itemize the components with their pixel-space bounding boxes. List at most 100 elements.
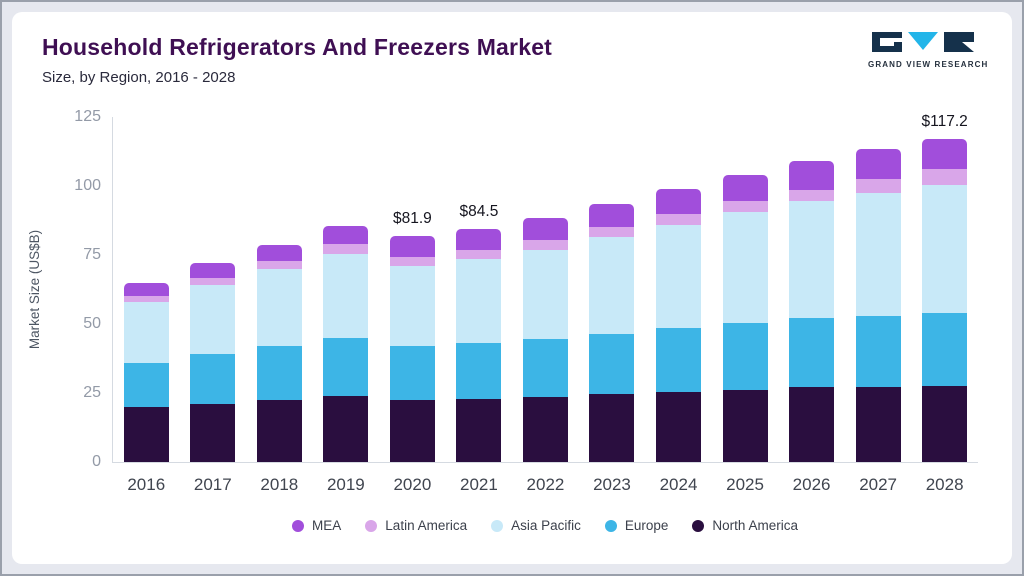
x-axis-label-2028: 2028 [925, 475, 964, 494]
bar-stack [589, 117, 635, 462]
x-axis-label-2023: 2023 [593, 475, 631, 494]
chart-legend: MEA Latin America Asia Pacific Europe North … [112, 518, 978, 533]
segment-asia-pacific [789, 201, 835, 319]
segment-europe [123, 362, 169, 407]
segment-europe [855, 315, 901, 388]
data-label-2020: $81.9 [392, 209, 432, 227]
segment-asia-pacific [456, 259, 502, 344]
legend-dot [365, 519, 378, 532]
segment-north-america [456, 398, 502, 462]
bar-2016: 2016 [123, 117, 169, 494]
segment-latin-america [456, 249, 502, 260]
bar-series-container: 2016 2017 2018 2019 $81.9 2020 $84.5 2021 2022 20… [113, 113, 978, 494]
segment-mea [855, 148, 901, 180]
segment-asia-pacific [190, 285, 236, 355]
segment-asia-pacific [323, 253, 369, 338]
segment-north-america [256, 399, 302, 462]
segment-north-america [522, 397, 568, 462]
segment-mea [190, 263, 236, 279]
segment-latin-america [123, 296, 169, 302]
bar-stack [190, 117, 236, 462]
segment-mea [789, 161, 835, 191]
segment-europe [389, 346, 435, 400]
legend-label: MEA [312, 518, 342, 533]
bar-2028: $117.2 2028 [922, 113, 968, 494]
plot-area: 0 25 50 75 100 125 2016 2017 2018 2019 $81.9 2020 $… [74, 109, 978, 494]
legend-dot [491, 519, 504, 532]
segment-asia-pacific [922, 184, 968, 313]
segment-north-america [123, 406, 169, 462]
x-axis-label-2020: 2020 [393, 475, 432, 494]
x-axis-label-2025: 2025 [726, 475, 764, 494]
bar-2024: 2024 [656, 117, 702, 494]
x-axis-label-2019: 2019 [326, 475, 365, 494]
legend-item-mea: MEA [292, 518, 341, 533]
segment-latin-america [190, 278, 236, 286]
segment-europe [522, 339, 568, 398]
legend-item-asia-pacific: Asia Pacific [491, 518, 581, 533]
segment-latin-america [656, 213, 702, 225]
legend-item-latin-america: Latin America [365, 518, 467, 533]
segment-mea [456, 228, 502, 250]
segment-latin-america [589, 227, 635, 238]
segment-north-america [722, 390, 768, 462]
legend-label: North America [712, 518, 798, 533]
segment-north-america [389, 399, 435, 462]
segment-asia-pacific [589, 237, 635, 334]
y-tick-label: 125 [74, 108, 101, 125]
grand-view-research-logo: GRAND VIEW RESEARCH [868, 32, 987, 69]
segment-europe [589, 333, 635, 395]
segment-latin-america [389, 256, 435, 267]
bar-2022: 2022 [522, 117, 568, 494]
segment-north-america [656, 391, 702, 462]
legend-label: Asia Pacific [511, 518, 581, 533]
bar-stack [389, 117, 435, 462]
x-axis-label-2027: 2027 [859, 475, 898, 494]
x-axis-label-2016: 2016 [127, 475, 166, 494]
segment-asia-pacific [123, 301, 169, 363]
bar-2023: 2023 [589, 117, 635, 494]
segment-north-america [922, 386, 968, 462]
bar-2027: 2027 [855, 117, 901, 494]
legend-item-europe: Europe [604, 518, 668, 533]
segment-europe [190, 354, 236, 405]
segment-north-america [789, 387, 835, 462]
page-title: Household Refrigerators And Freezers Mar… [42, 34, 553, 60]
data-label-2021: $84.5 [459, 202, 499, 220]
bar-2021: $84.5 2021 [456, 117, 502, 494]
data-label-2028: $117.2 [921, 112, 968, 130]
bar-stack [256, 117, 302, 462]
segment-mea [522, 217, 568, 240]
segment-latin-america [256, 260, 302, 269]
segment-north-america [323, 395, 369, 462]
segment-asia-pacific [522, 249, 568, 340]
x-axis-label-2022: 2022 [526, 475, 565, 494]
bar-2018: 2018 [256, 117, 302, 494]
segment-europe [656, 328, 702, 392]
y-axis-title: Market Size (US$B) [27, 229, 43, 350]
segment-asia-pacific [855, 192, 901, 316]
bar-stack [656, 117, 702, 462]
bar-2020: $81.9 2020 [389, 117, 435, 494]
bar-stack [789, 117, 835, 462]
segment-mea [722, 175, 768, 202]
segment-mea [123, 282, 169, 297]
segment-europe [256, 346, 302, 400]
bar-2019: 2019 [323, 117, 369, 494]
segment-mea [389, 236, 435, 257]
segment-north-america [589, 394, 635, 462]
segment-latin-america [855, 179, 901, 193]
legend-label: Latin America [385, 518, 468, 533]
segment-mea [323, 226, 369, 244]
bar-2017: 2017 [190, 117, 236, 494]
bar-stack [456, 117, 502, 462]
segment-mea [922, 138, 968, 170]
bar-2026: 2026 [789, 117, 835, 494]
segment-europe [323, 337, 369, 396]
segment-north-america [190, 404, 236, 462]
x-axis-label-2017: 2017 [193, 475, 232, 494]
y-tick-label: 25 [83, 384, 101, 401]
segment-latin-america [522, 239, 568, 250]
bar-stack [522, 117, 568, 462]
